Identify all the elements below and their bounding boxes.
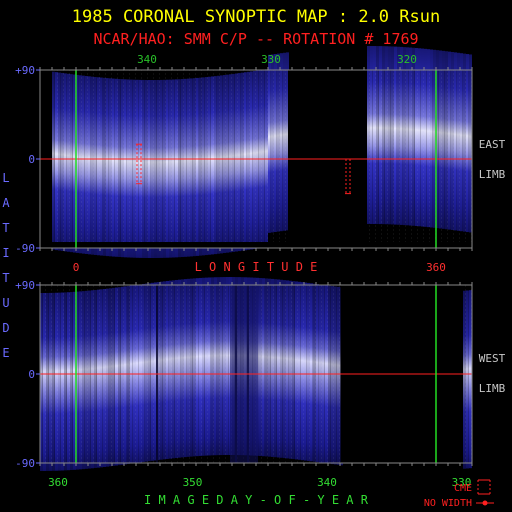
limb-side-label: WEST bbox=[479, 352, 506, 365]
longitude-tick-label: 360 bbox=[426, 261, 446, 274]
east-limb-heatmap bbox=[40, 46, 472, 258]
day-of-year-tick-label: 360 bbox=[48, 476, 68, 489]
east-limb-panel: +90 0 -90 340 330 320 0 360 EAST LIMB bbox=[15, 46, 506, 274]
longitude-axis-title: L O N G I T U D E bbox=[195, 260, 318, 274]
day-of-year-tick-label: 330 bbox=[452, 476, 472, 489]
x-top-tick-label: 340 bbox=[137, 53, 157, 66]
west-limb-panel: +90 0 -90 360 350 340 330 WEST LIMB bbox=[15, 277, 506, 489]
plot-bottom-fill bbox=[40, 242, 472, 248]
latitude-label-char: I bbox=[2, 246, 9, 260]
cme-marker bbox=[136, 143, 142, 185]
legend-no-width-label: NO WIDTH bbox=[424, 498, 472, 509]
limb-side-label: EAST bbox=[479, 138, 506, 151]
cme-marker bbox=[345, 158, 351, 195]
latitude-label-char: T bbox=[2, 221, 9, 235]
y-tick-label: 0 bbox=[28, 153, 35, 166]
x-top-tick-label: 320 bbox=[397, 53, 417, 66]
legend: CME NO WIDTH bbox=[424, 479, 494, 509]
legend-cme-label: CME bbox=[454, 483, 472, 494]
latitude-label-char: E bbox=[2, 346, 9, 360]
latitude-label-char: D bbox=[2, 321, 9, 335]
longitude-tick-label: 0 bbox=[73, 261, 80, 274]
cme-bracket-icon bbox=[477, 479, 491, 495]
latitude-label-char: T bbox=[2, 271, 9, 285]
y-tick-label: +90 bbox=[15, 64, 35, 77]
y-tick-label: -90 bbox=[15, 457, 35, 470]
day-of-year-tick-label: 340 bbox=[317, 476, 337, 489]
x-top-tick-label: 330 bbox=[261, 53, 281, 66]
y-tick-label: +90 bbox=[15, 279, 35, 292]
latitude-label-char: L bbox=[2, 171, 9, 185]
limb-side-label: LIMB bbox=[479, 168, 506, 181]
latitude-label-char: A bbox=[2, 196, 10, 210]
day-of-year-axis-title: I M A G E D A Y - O F - Y E A R bbox=[144, 493, 369, 507]
limb-side-label: LIMB bbox=[479, 382, 506, 395]
latitude-label-char: U bbox=[2, 296, 9, 310]
figure-title: 1985 CORONAL SYNOPTIC MAP : 2.0 Rsun bbox=[72, 7, 440, 27]
y-tick-label: -90 bbox=[15, 242, 35, 255]
y-tick-label: 0 bbox=[28, 368, 35, 381]
no-width-marker-icon bbox=[476, 500, 494, 506]
west-limb-plot-area bbox=[39, 277, 473, 471]
figure-subtitle: NCAR/HAO: SMM C/P -- ROTATION # 1769 bbox=[93, 30, 418, 48]
east-limb-plot-area bbox=[39, 46, 473, 258]
day-of-year-tick-label: 350 bbox=[183, 476, 203, 489]
